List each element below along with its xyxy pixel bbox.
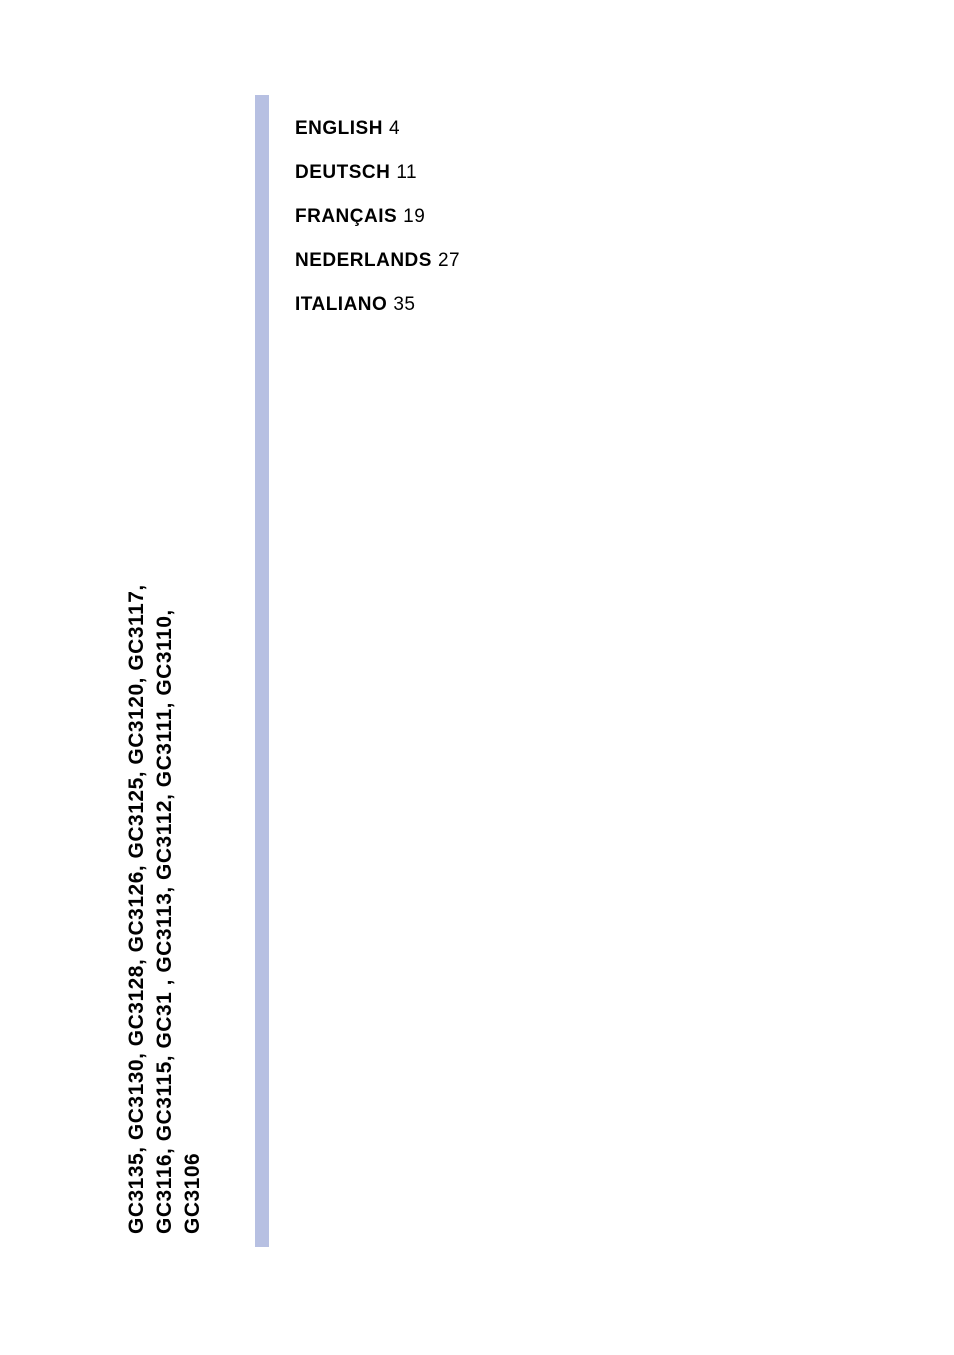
lang-page: 11 [396,162,417,183]
lang-page: 19 [403,206,425,227]
lang-label: ENGLISH [295,118,383,139]
lang-page: 4 [389,118,400,139]
lang-label: FRANÇAIS [295,206,397,227]
language-list: ENGLISH 4 DEUTSCH 11 FRANÇAIS 19 NEDERLANDS… [295,118,460,316]
vertical-accent-bar [255,95,269,1247]
model-line-1: GC3135, GC3130, GC3128, GC3126, GC3125, … [125,584,148,1234]
lang-label: ITALIANO [295,294,387,315]
lang-row-italiano: ITALIANO 35 [295,294,460,316]
lang-label: DEUTSCH [295,162,390,183]
model-line-2: GC3116, GC3115, GC31 , GC3113, GC3112, G… [153,609,176,1234]
lang-page: 27 [438,250,460,271]
page-root: ENGLISH 4 DEUTSCH 11 FRANÇAIS 19 NEDERLANDS… [0,0,954,1355]
lang-row-francais: FRANÇAIS 19 [295,206,460,228]
model-numbers-side-title: GC3135, GC3130, GC3128, GC3126, GC3125, … [125,584,148,1234]
lang-row-english: ENGLISH 4 [295,118,460,140]
lang-page: 35 [393,294,415,315]
model-line-3: GC3106 [181,1153,204,1234]
lang-label: NEDERLANDS [295,250,432,271]
lang-row-nederlands: NEDERLANDS 27 [295,250,460,272]
lang-row-deutsch: DEUTSCH 11 [295,162,460,184]
